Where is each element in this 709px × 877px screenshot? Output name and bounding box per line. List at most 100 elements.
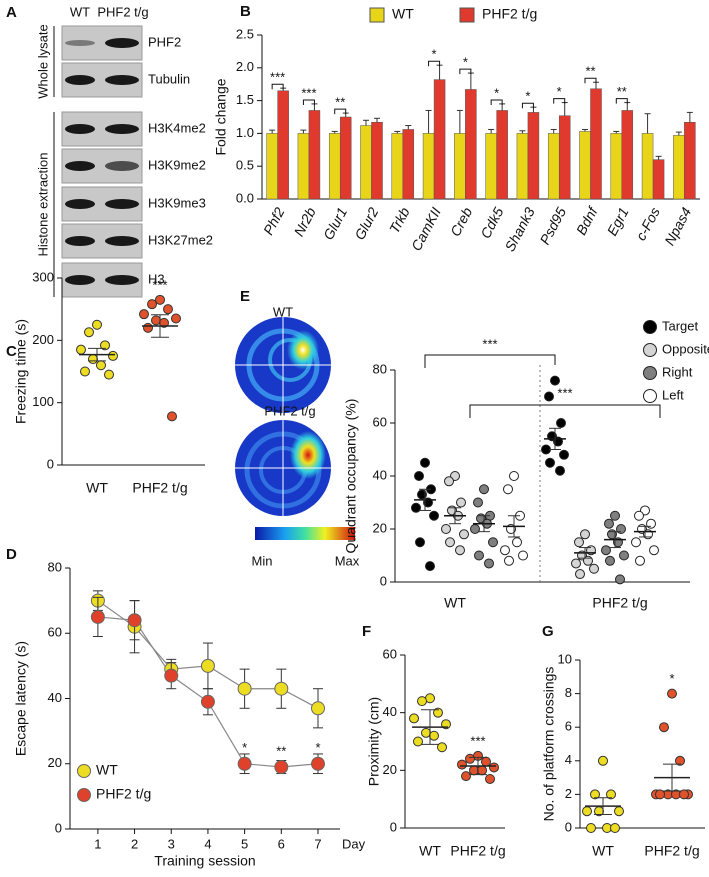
bar <box>558 115 571 200</box>
bar <box>621 110 634 200</box>
point <box>237 756 252 771</box>
x-tick-label: 4 <box>204 836 211 851</box>
bar <box>339 116 352 200</box>
point <box>679 789 689 800</box>
point <box>90 609 105 624</box>
blot-band <box>105 124 139 134</box>
y-tick-label: 100 <box>32 394 54 409</box>
y-tick-label: 20 <box>48 755 62 770</box>
point <box>417 696 427 707</box>
x-unit: Day <box>342 836 366 851</box>
bar <box>371 121 383 200</box>
bar <box>402 129 415 200</box>
point <box>504 555 514 566</box>
row-label: H3 <box>148 271 165 286</box>
point <box>413 736 423 747</box>
heatmap-phf2 <box>235 420 331 516</box>
point <box>425 561 435 572</box>
point <box>610 823 620 833</box>
significance: * <box>494 85 499 100</box>
y-tick-label: 4 <box>565 752 572 767</box>
significance: *** <box>557 385 572 400</box>
x-tick-label: Glur1 <box>320 205 350 243</box>
point <box>80 366 90 377</box>
x-tick-label: Cdk5 <box>477 204 507 241</box>
point <box>459 529 469 540</box>
bar <box>454 133 466 200</box>
x-tick-label: Trkb <box>386 204 413 236</box>
point <box>586 823 596 833</box>
y-tick-label: 0.0 <box>236 190 254 205</box>
row-label: H3K9me3 <box>148 195 206 210</box>
point <box>274 681 289 696</box>
point <box>659 722 669 733</box>
point <box>417 489 427 500</box>
significance-bracket <box>271 83 284 90</box>
point <box>155 294 165 305</box>
significance: ** <box>585 64 595 79</box>
point <box>76 344 86 355</box>
point <box>590 789 600 800</box>
point <box>473 497 483 508</box>
y-tick-label: 1.5 <box>236 92 254 107</box>
bar <box>496 110 508 200</box>
y-tick-label: 20 <box>383 762 397 777</box>
point <box>489 762 499 773</box>
row-label: PHF2 <box>148 34 181 49</box>
significance-bracket <box>334 108 347 115</box>
significance: * <box>557 84 562 99</box>
point <box>503 484 513 495</box>
point <box>455 545 465 556</box>
significance: * <box>463 55 468 70</box>
point <box>485 773 495 784</box>
significance-bracket <box>424 354 556 368</box>
x-tick-label: 6 <box>278 836 285 851</box>
x-tick-label: Nr2b <box>290 204 318 238</box>
bar <box>610 133 623 200</box>
point <box>429 730 439 741</box>
legend-swatch <box>369 7 385 23</box>
group-label: Histone extraction <box>35 152 50 256</box>
point <box>580 529 590 540</box>
y-axis-label: Proximity (cm) <box>366 697 382 786</box>
row-label: Tubulin <box>148 71 190 86</box>
point <box>445 537 455 548</box>
significance: * <box>315 740 320 755</box>
bar <box>579 131 591 200</box>
x-tick-label: PHF2 t/g <box>592 595 647 611</box>
point <box>509 471 519 481</box>
point <box>100 340 110 351</box>
point <box>414 471 424 481</box>
point <box>582 806 592 817</box>
significance: * <box>242 740 247 755</box>
blot-band <box>65 199 95 209</box>
significance: *** <box>270 70 285 85</box>
bar <box>590 88 602 200</box>
point <box>411 502 421 513</box>
point <box>575 569 585 580</box>
point <box>655 789 665 800</box>
x-tick-label: Bdnf <box>573 203 602 238</box>
point <box>649 545 659 556</box>
point <box>237 681 252 696</box>
point <box>574 537 584 548</box>
colorbar-min: Min <box>252 553 273 568</box>
y-tick-label: 40 <box>373 467 387 482</box>
point <box>470 524 480 534</box>
significance: *** <box>482 336 497 351</box>
legend-label: Opposite <box>662 341 709 356</box>
y-axis-label: Quadrant occupancy (%) <box>343 399 359 554</box>
colorbar-max: Max <box>335 553 360 568</box>
bar <box>547 133 560 200</box>
panel-letter: E <box>240 288 250 305</box>
lane-label: WT <box>70 4 90 19</box>
y-tick-label: 60 <box>48 625 62 640</box>
y-tick-label: 2.0 <box>236 59 254 74</box>
x-tick-label: Phf2 <box>260 204 288 237</box>
panel-letter: F <box>362 623 371 640</box>
point <box>545 457 555 468</box>
panel-letter: B <box>240 3 251 20</box>
point <box>544 391 554 402</box>
bar <box>485 133 497 200</box>
blot-band <box>105 161 139 171</box>
